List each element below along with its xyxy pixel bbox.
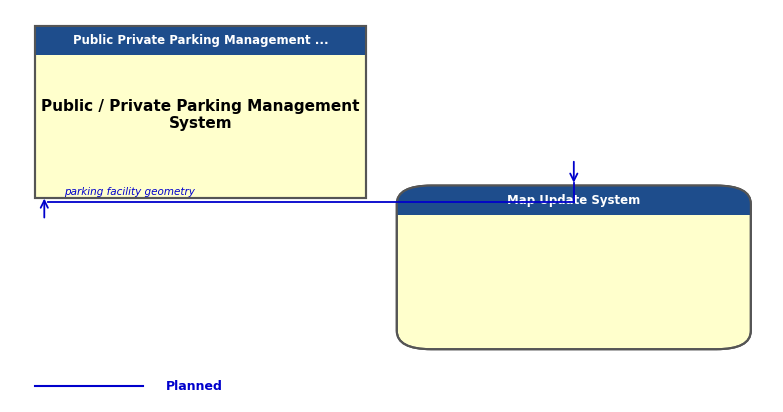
Bar: [35, 26, 366, 198]
Bar: [35, 26, 366, 55]
Text: Map Update System: Map Update System: [507, 194, 640, 207]
FancyBboxPatch shape: [397, 185, 751, 215]
Text: Public Private Parking Management ...: Public Private Parking Management ...: [73, 34, 328, 47]
FancyBboxPatch shape: [397, 185, 751, 349]
Text: Planned: Planned: [166, 379, 223, 393]
Bar: [397, 199, 751, 215]
Text: Public / Private Parking Management
System: Public / Private Parking Management Syst…: [41, 99, 359, 131]
Text: parking facility geometry: parking facility geometry: [63, 187, 194, 197]
Bar: [35, 26, 366, 198]
